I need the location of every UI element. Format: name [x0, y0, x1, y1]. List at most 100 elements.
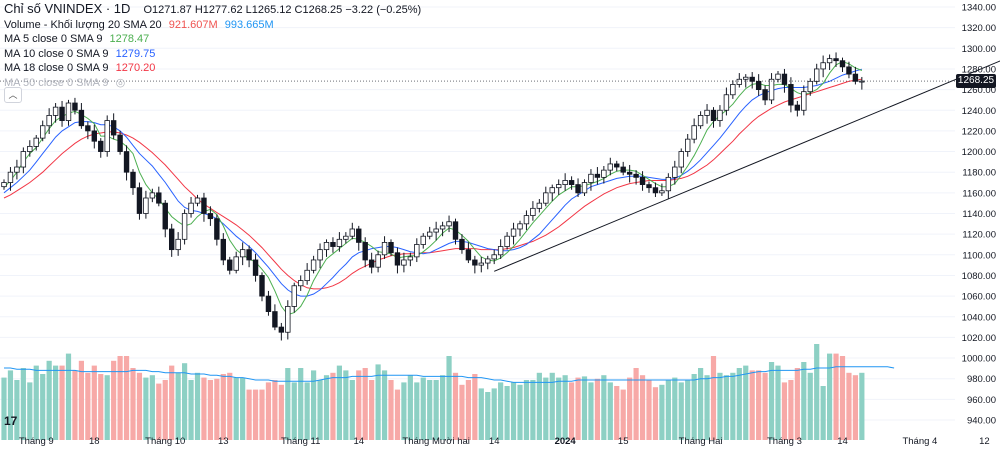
- volume-bar: [343, 370, 349, 440]
- volume-bar: [85, 372, 91, 440]
- volume-bar: [65, 353, 72, 440]
- candle-body: [614, 163, 620, 168]
- candle-body: [168, 228, 175, 251]
- y-tick-label: 940.00: [967, 416, 996, 427]
- volume-bar: [433, 380, 439, 440]
- eye-hidden-icon[interactable]: ◎: [115, 76, 126, 89]
- tradingview-logo: 17: [4, 414, 18, 428]
- candle-body: [7, 171, 14, 183]
- candle-body: [665, 176, 672, 192]
- candle-body: [620, 166, 626, 173]
- chevron-up-icon[interactable]: ︿: [4, 87, 22, 103]
- candle-body: [201, 197, 207, 214]
- volume-bar: [194, 372, 201, 440]
- volume-bar: [543, 377, 549, 440]
- candle-body: [801, 91, 807, 111]
- ohlc-readout: O1271.87 H1277.62 L1265.12 C1268.25 −3.2…: [143, 4, 422, 16]
- volume-bar: [381, 370, 388, 440]
- candle-body: [601, 169, 607, 178]
- candle-body: [794, 104, 801, 111]
- candle-body: [381, 242, 388, 256]
- volume-bar: [627, 377, 633, 440]
- x-tick-label: 13: [218, 436, 229, 447]
- candle-body: [685, 138, 691, 152]
- y-tick-label: 1080.00: [962, 271, 996, 282]
- volume-bar: [375, 364, 381, 440]
- ma50-label[interactable]: MA 50 close 0 SMA 9: [4, 76, 109, 89]
- volume-bar: [814, 344, 820, 440]
- ma18-line: [3, 78, 862, 290]
- symbol-title[interactable]: Chỉ số VNINDEX · 1D: [4, 1, 131, 16]
- candle-body: [755, 80, 762, 90]
- volume-bar: [620, 389, 626, 440]
- volume-bar: [440, 375, 446, 440]
- candle-body: [852, 73, 859, 82]
- candle-body: [98, 140, 104, 152]
- candle-body: [659, 190, 665, 194]
- volume-bar: [330, 372, 336, 440]
- candle-body: [323, 242, 330, 251]
- candle-body: [491, 254, 497, 260]
- volume-bar: [646, 380, 652, 440]
- candle-body: [149, 192, 156, 199]
- volume-bar: [569, 382, 575, 440]
- volume-bar: [562, 375, 568, 440]
- candle-body: [117, 134, 123, 152]
- candle-body: [27, 145, 33, 152]
- candle-body: [188, 202, 194, 214]
- volume-bar: [317, 380, 323, 440]
- volume-bar: [78, 360, 84, 440]
- volume-bar: [336, 365, 342, 440]
- volume-bar: [446, 356, 452, 440]
- volume-bar: [311, 370, 317, 440]
- candle-body: [78, 109, 85, 127]
- x-tick-label: 12: [979, 436, 990, 447]
- ma18-label[interactable]: MA 18 close 0 SMA 9: [4, 62, 109, 74]
- candle-body: [762, 89, 768, 101]
- candle-body: [65, 102, 72, 121]
- candle-body: [607, 163, 613, 171]
- candle-body: [581, 182, 588, 194]
- y-tick-label: 1180.00: [962, 168, 996, 179]
- y-tick-label: 1160.00: [962, 188, 996, 199]
- candle-body: [214, 218, 220, 240]
- x-tick-label: Tháng 9: [19, 436, 54, 447]
- volume-bar: [130, 368, 136, 440]
- candle-body: [233, 256, 239, 271]
- candle-body: [388, 242, 394, 254]
- volume-bar: [33, 365, 39, 440]
- candle-body: [543, 192, 549, 204]
- ma10-label[interactable]: MA 10 close 0 SMA 9: [4, 47, 109, 60]
- volume-bar: [478, 388, 484, 440]
- volume-bar: [1, 377, 7, 440]
- x-tick-label: Tháng Mười hai: [402, 436, 470, 447]
- candle-body: [420, 235, 426, 245]
- ma5-label[interactable]: MA 5 close 0 SMA 9: [4, 33, 103, 45]
- trend-line[interactable]: [494, 38, 1000, 272]
- last-price-tag: 1268.25: [956, 74, 996, 89]
- volume-bar: [259, 389, 265, 440]
- candlestick-series: [1, 52, 865, 341]
- candle-body: [556, 184, 562, 189]
- candle-body: [691, 125, 697, 140]
- candle-body: [826, 58, 833, 64]
- candle-body: [678, 151, 684, 168]
- candle-body: [304, 269, 310, 282]
- y-tick-label: 980.00: [967, 374, 996, 385]
- volume-bar: [220, 374, 226, 440]
- candle-body: [575, 184, 581, 194]
- ma10-line: [3, 68, 863, 297]
- x-tick-label: Tháng 10: [145, 436, 185, 447]
- volume-bar: [420, 377, 426, 440]
- volume-label[interactable]: Volume - Khối lượng 20 SMA 20: [4, 18, 162, 31]
- volume-bar: [407, 375, 413, 440]
- candle-body: [272, 311, 278, 328]
- volume-bar: [510, 382, 517, 440]
- y-tick-label: 1120.00: [962, 230, 996, 241]
- y-tick-label: 960.00: [967, 395, 996, 406]
- y-tick-label: 1020.00: [962, 333, 996, 344]
- candle-body: [297, 280, 304, 287]
- volume-bar: [781, 382, 788, 440]
- volume-sma-line: [4, 366, 895, 383]
